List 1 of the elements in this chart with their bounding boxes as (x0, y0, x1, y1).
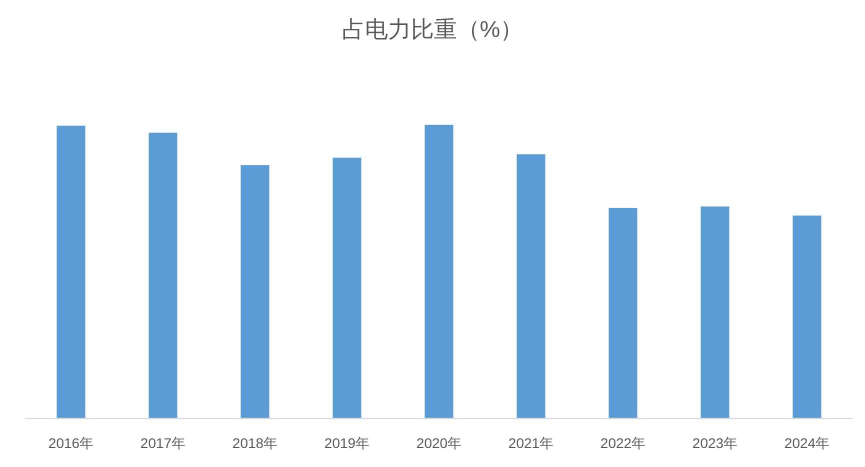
title: 占电力比重（%） (342, 16, 524, 42)
